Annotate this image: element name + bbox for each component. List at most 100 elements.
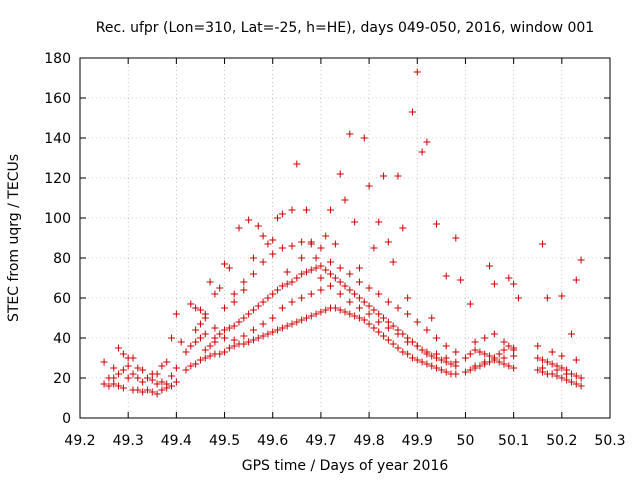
data-point xyxy=(327,258,335,266)
data-point xyxy=(119,350,127,358)
data-point xyxy=(346,310,354,318)
data-point xyxy=(461,368,469,376)
data-point xyxy=(269,236,277,244)
data-point xyxy=(249,270,257,278)
data-point xyxy=(380,172,388,180)
data-point xyxy=(288,278,296,286)
data-point xyxy=(418,346,426,354)
data-point xyxy=(283,322,291,330)
data-point xyxy=(365,284,373,292)
data-point xyxy=(404,338,412,346)
data-point xyxy=(577,374,585,382)
data-point xyxy=(365,320,373,328)
x-tick-label: 49.9 xyxy=(402,433,433,449)
data-point xyxy=(461,354,469,362)
data-point xyxy=(105,382,113,390)
data-point xyxy=(346,270,354,278)
data-point xyxy=(433,334,441,342)
data-point xyxy=(139,366,147,374)
data-point xyxy=(245,216,253,224)
data-point xyxy=(423,348,431,356)
data-point xyxy=(264,330,272,338)
data-point xyxy=(558,292,566,300)
data-point xyxy=(384,298,392,306)
data-point xyxy=(331,304,339,312)
data-point xyxy=(505,274,513,282)
data-point xyxy=(558,352,566,360)
data-point xyxy=(534,366,542,374)
y-tick-label: 100 xyxy=(44,211,71,227)
data-point xyxy=(500,354,508,362)
data-point xyxy=(283,268,291,276)
data-point xyxy=(567,330,575,338)
data-point xyxy=(168,334,176,342)
data-point xyxy=(331,274,339,282)
x-tick-label: 50.3 xyxy=(594,433,625,449)
data-point xyxy=(182,348,190,356)
data-point xyxy=(221,304,229,312)
y-tick-label: 160 xyxy=(44,91,71,107)
data-point xyxy=(230,336,238,344)
data-point xyxy=(389,322,397,330)
data-point xyxy=(370,306,378,314)
data-point xyxy=(259,332,267,340)
data-point xyxy=(384,318,392,326)
data-point xyxy=(375,318,383,326)
data-point xyxy=(240,332,248,340)
data-point xyxy=(457,276,465,284)
x-tick-label: 49.8 xyxy=(354,433,385,449)
data-point xyxy=(317,244,325,252)
x-tick-label: 49.7 xyxy=(305,433,336,449)
data-point xyxy=(539,356,547,364)
data-point xyxy=(230,298,238,306)
data-point xyxy=(221,334,229,342)
data-point xyxy=(139,388,147,396)
data-point xyxy=(201,330,209,338)
data-point xyxy=(384,336,392,344)
data-point xyxy=(143,386,151,394)
data-point xyxy=(124,374,132,382)
data-point xyxy=(384,238,392,246)
data-point xyxy=(148,376,156,384)
grid-lines xyxy=(80,58,610,418)
data-point xyxy=(500,360,508,368)
data-point xyxy=(105,374,113,382)
data-point xyxy=(404,350,412,358)
y-axis-tick-labels: 0 20 40 60 80 100 120 140 160 180 xyxy=(44,51,71,427)
data-point xyxy=(264,240,272,248)
data-point xyxy=(153,370,161,378)
data-point xyxy=(259,232,267,240)
data-point xyxy=(563,370,571,378)
data-point xyxy=(327,282,335,290)
data-point xyxy=(548,370,556,378)
data-point xyxy=(158,386,166,394)
data-point xyxy=(433,364,441,372)
data-point xyxy=(153,380,161,388)
data-point xyxy=(269,314,277,322)
data-point xyxy=(336,264,344,272)
data-point xyxy=(110,364,118,372)
data-point xyxy=(452,234,460,242)
data-point xyxy=(404,294,412,302)
data-point xyxy=(307,266,315,274)
data-point xyxy=(355,294,363,302)
data-point xyxy=(221,260,229,268)
data-point xyxy=(312,254,320,262)
data-point xyxy=(264,294,272,302)
data-point xyxy=(206,278,214,286)
data-point xyxy=(129,354,137,362)
data-point xyxy=(269,290,277,298)
data-point xyxy=(375,218,383,226)
data-point xyxy=(346,286,354,294)
data-point xyxy=(360,134,368,142)
data-point xyxy=(341,282,349,290)
data-point xyxy=(196,334,204,342)
data-point xyxy=(471,346,479,354)
data-point xyxy=(148,388,156,396)
data-point xyxy=(168,372,176,380)
data-point xyxy=(365,302,373,310)
data-point xyxy=(288,206,296,214)
data-point xyxy=(129,370,137,378)
data-point xyxy=(360,298,368,306)
data-point xyxy=(442,354,450,362)
